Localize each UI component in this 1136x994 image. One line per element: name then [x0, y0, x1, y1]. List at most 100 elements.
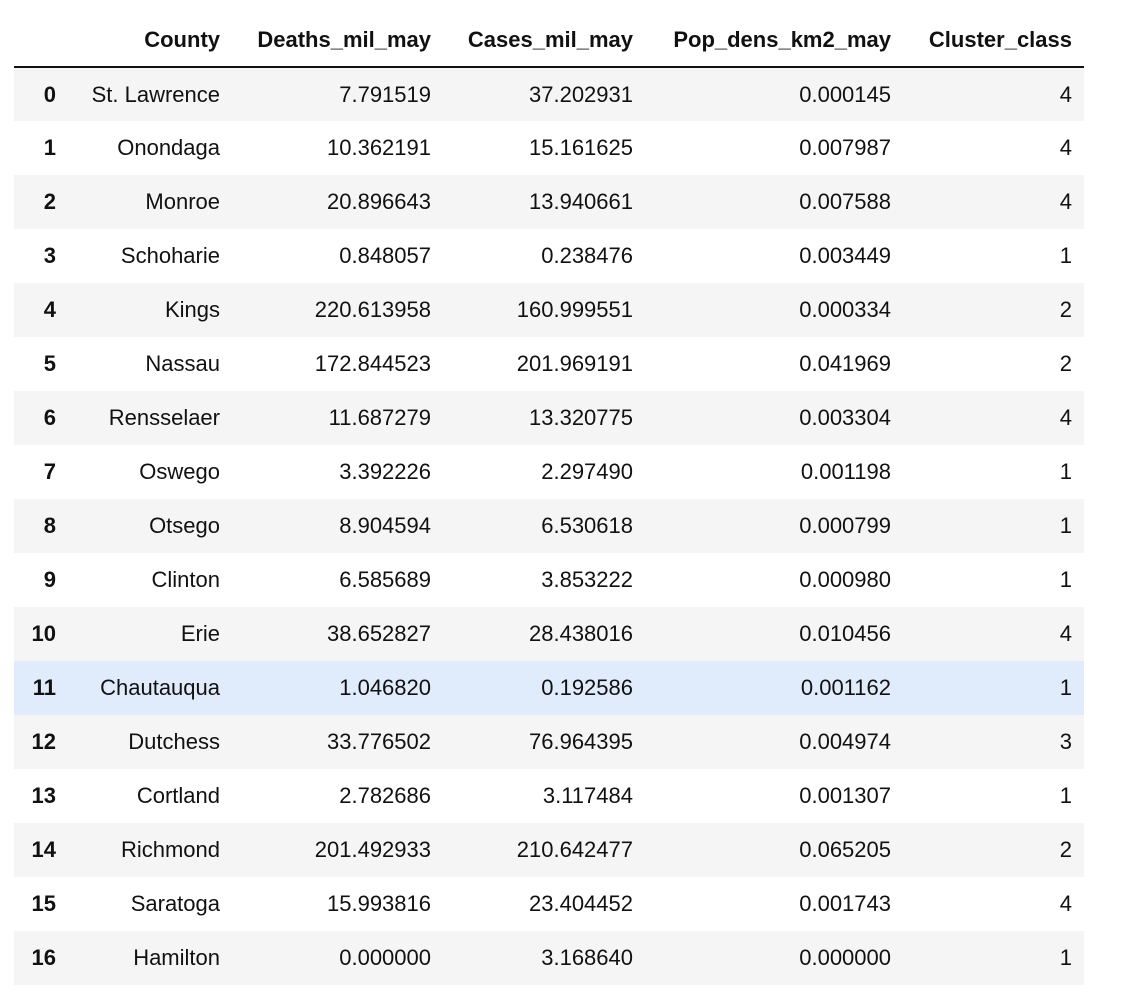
row-index: 15 — [31, 891, 56, 916]
row-index: 2 — [43, 189, 56, 214]
deaths-cell: 0.848057 — [339, 243, 431, 268]
cluster-cell: 4 — [1059, 189, 1072, 214]
cases-cell: 3.168640 — [541, 945, 633, 970]
cluster-cell: 4 — [1059, 81, 1072, 107]
table-row: 7 Oswego 3.392226 2.297490 0.001198 1 — [14, 445, 1084, 499]
cases-cell: 15.161625 — [529, 135, 633, 160]
dataframe-output: County Deaths_mil_may Cases_mil_may Pop_… — [14, 14, 1084, 985]
cases-cell: 37.202931 — [529, 81, 633, 107]
pop-density-cell: 0.003449 — [799, 243, 891, 268]
cases-cell: 13.940661 — [529, 189, 633, 214]
cases-cell: 3.853222 — [541, 567, 633, 592]
county-cell: Saratoga — [130, 891, 220, 916]
row-index: 11 — [32, 675, 56, 700]
deaths-cell: 33.776502 — [327, 729, 431, 754]
cluster-cell: 4 — [1059, 135, 1072, 160]
table-row: 2 Monroe 20.896643 13.940661 0.007588 4 — [14, 175, 1084, 229]
pop-density-cell: 0.007987 — [799, 135, 891, 160]
row-index: 1 — [43, 135, 56, 160]
table-row: 3 Schoharie 0.848057 0.238476 0.003449 1 — [14, 229, 1084, 283]
deaths-cell: 11.687279 — [328, 405, 431, 430]
cluster-cell: 3 — [1059, 729, 1072, 754]
deaths-cell: 6.585689 — [339, 567, 431, 592]
cases-cell: 160.999551 — [516, 297, 633, 322]
county-cell: St. Lawrence — [91, 81, 220, 107]
cluster-cell: 1 — [1059, 783, 1072, 808]
table-row: 4 Kings 220.613958 160.999551 0.000334 2 — [14, 283, 1084, 337]
row-index: 5 — [43, 351, 56, 376]
pop-density-cell: 0.007588 — [799, 189, 891, 214]
table-row: 0 St. Lawrence 7.791519 37.202931 0.000145 4 — [14, 67, 1084, 121]
county-cell: Schoharie — [120, 243, 220, 268]
column-header-cases: Cases_mil_may — [443, 14, 645, 68]
pop-density-cell: 0.041969 — [799, 351, 891, 376]
county-cell: Chautauqua — [100, 675, 220, 700]
deaths-cell: 0.000000 — [339, 945, 431, 970]
deaths-cell: 201.492933 — [314, 837, 431, 862]
county-cell: Nassau — [145, 351, 220, 376]
cluster-cell: 2 — [1059, 297, 1072, 322]
cluster-cell: 2 — [1059, 351, 1072, 376]
pop-density-cell: 0.001743 — [799, 891, 891, 916]
table-row: 14 Richmond 201.492933 210.642477 0.065205 2 — [14, 823, 1084, 877]
county-cell: Erie — [180, 621, 220, 646]
deaths-cell: 220.613958 — [314, 297, 431, 322]
pop-density-cell: 0.001307 — [799, 783, 891, 808]
deaths-cell: 7.791519 — [339, 81, 431, 107]
cluster-cell: 1 — [1059, 675, 1072, 700]
table-row: 15 Saratoga 15.993816 23.404452 0.001743 4 — [14, 877, 1084, 931]
deaths-cell: 8.904594 — [339, 513, 431, 538]
county-cell: Dutchess — [128, 729, 220, 754]
deaths-cell: 15.993816 — [327, 891, 431, 916]
county-cell: Richmond — [120, 837, 220, 862]
cluster-cell: 4 — [1059, 621, 1072, 646]
deaths-cell: 20.896643 — [327, 189, 431, 214]
pop-density-cell: 0.000000 — [799, 945, 891, 970]
table-row: 16 Hamilton 0.000000 3.168640 0.000000 1 — [14, 931, 1084, 985]
header-row: County Deaths_mil_may Cases_mil_may Pop_… — [14, 14, 1084, 68]
table-header: County Deaths_mil_may Cases_mil_may Pop_… — [14, 14, 1084, 68]
cases-cell: 0.192586 — [541, 675, 633, 700]
cases-cell: 76.964395 — [529, 729, 633, 754]
row-index: 7 — [43, 459, 56, 484]
county-cell: Hamilton — [133, 945, 220, 970]
table-row: 12 Dutchess 33.776502 76.964395 0.004974 3 — [14, 715, 1084, 769]
deaths-cell: 1.046820 — [339, 675, 431, 700]
pop-density-cell: 0.001162 — [800, 675, 891, 700]
county-cell: Monroe — [145, 189, 220, 214]
row-index: 6 — [43, 405, 56, 430]
column-header-deaths: Deaths_mil_may — [232, 14, 443, 68]
table-body: 0 St. Lawrence 7.791519 37.202931 0.000145 4 1… — [14, 67, 1084, 985]
county-cell: Onondaga — [117, 135, 220, 160]
cases-cell: 0.238476 — [541, 243, 633, 268]
cases-cell: 6.530618 — [541, 513, 633, 538]
deaths-cell: 172.844523 — [314, 351, 431, 376]
pop-density-cell: 0.003304 — [799, 405, 891, 430]
pop-density-cell: 0.065205 — [799, 837, 891, 862]
table-row: 10 Erie 38.652827 28.438016 0.010456 4 — [14, 607, 1084, 661]
column-header-pop-density: Pop_dens_km2_may — [645, 14, 903, 68]
county-cell: Kings — [164, 297, 220, 322]
pop-density-cell: 0.000145 — [799, 81, 891, 107]
cluster-cell: 1 — [1059, 945, 1072, 970]
index-header — [14, 14, 68, 68]
county-cell: Otsego — [149, 513, 220, 538]
table-row: 9 Clinton 6.585689 3.853222 0.000980 1 — [14, 553, 1084, 607]
row-index: 3 — [43, 243, 56, 268]
deaths-cell: 10.362191 — [327, 135, 431, 160]
cases-cell: 23.404452 — [529, 891, 633, 916]
table-row: 11 Chautauqua 1.046820 0.192586 0.001162 1 — [14, 661, 1084, 715]
deaths-cell: 38.652827 — [327, 621, 431, 646]
cluster-cell: 1 — [1059, 243, 1072, 268]
table-row: 8 Otsego 8.904594 6.530618 0.000799 1 — [14, 499, 1084, 553]
cluster-cell: 1 — [1059, 513, 1072, 538]
table-row: 6 Rensselaer 11.687279 13.320775 0.003304 4 — [14, 391, 1084, 445]
cluster-cell: 4 — [1059, 405, 1072, 430]
cases-cell: 210.642477 — [516, 837, 633, 862]
column-header-cluster: Cluster_class — [903, 14, 1084, 68]
row-index: 12 — [31, 729, 56, 754]
cluster-cell: 2 — [1059, 837, 1072, 862]
row-index: 16 — [31, 945, 56, 970]
cases-cell: 201.969191 — [516, 351, 633, 376]
column-header-county: County — [68, 14, 232, 68]
